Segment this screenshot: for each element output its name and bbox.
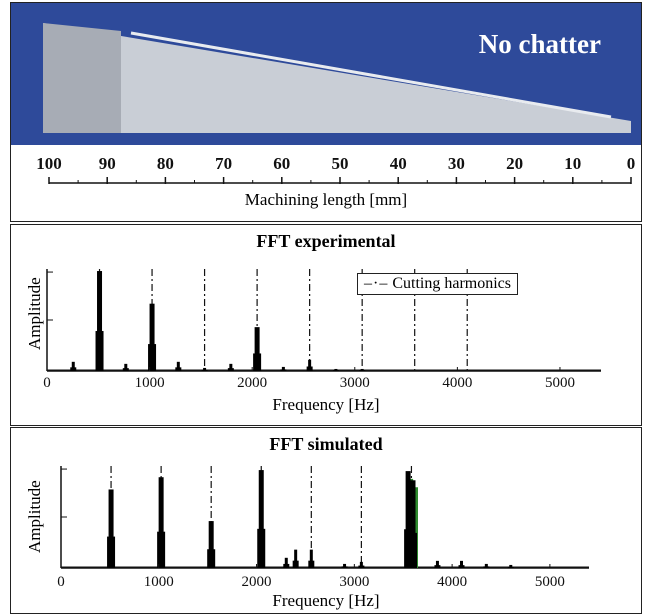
spectrum-peak-base — [122, 368, 129, 371]
spectrum-peak — [229, 363, 233, 371]
fft-simulated-chart: 0 1000 2000 3000 4000 5000 — [57, 466, 589, 590]
spectrum-peak-base — [358, 565, 365, 568]
ruler-tick-label: 50 — [332, 154, 349, 173]
ruler-tick-label: 20 — [506, 154, 523, 173]
spectrum-peak-base — [306, 366, 313, 371]
spectrum-peak — [258, 470, 264, 568]
spectrum-peak-base — [434, 565, 441, 568]
ruler-tick-label: 10 — [564, 154, 581, 173]
legend: –·– Cutting harmonics — [357, 273, 518, 295]
spectrum-peak — [484, 563, 488, 568]
spectrum-peak-base — [332, 370, 339, 371]
x-tick-label: 2000 — [237, 375, 267, 391]
ruler: 100 90 80 70 60 50 40 30 20 10 0 — [36, 154, 635, 184]
spectrum-peak-base — [280, 369, 287, 371]
x-tick-label: 3000 — [340, 375, 370, 391]
fft-experimental-title: FFT experimental — [256, 231, 396, 251]
ruler-tick-label: 30 — [448, 154, 465, 173]
x-tick-label: 5000 — [535, 574, 565, 590]
x-tick-label: 0 — [57, 574, 65, 590]
spectrum-peak-base — [257, 528, 266, 568]
spectrum-peak — [97, 271, 103, 371]
legend-dashdot-icon: –·– — [364, 275, 389, 292]
fft-simulated-panel: FFT simulated 0 1000 2000 3000 4000 5000 Ampl… — [10, 427, 642, 614]
x-tick-label: 4000 — [442, 375, 472, 391]
x-tick-label: 1000 — [144, 574, 174, 590]
spectrum-peak-base — [95, 331, 104, 371]
fft-experimental-chart: 0 1000 2000 3000 4000 5000 — [43, 269, 601, 391]
spectrum-peak — [108, 489, 114, 568]
spectrum-peak-base — [207, 549, 216, 568]
ruler-tick-label: 100 — [36, 154, 62, 173]
spectrum-peak-base — [409, 532, 417, 568]
workpiece — [43, 23, 631, 133]
spectrum-peak-base — [341, 566, 348, 568]
spectrum-peak-base — [107, 536, 116, 568]
photo-svg: 100 90 80 70 60 50 40 30 20 10 0 — [11, 3, 641, 221]
spectrum-peak-base — [404, 529, 413, 568]
spectrum-peak-base — [201, 369, 208, 371]
workpiece-highlight — [130, 31, 612, 119]
ruler-tick-label: 0 — [627, 154, 636, 173]
x-tick-label: 1000 — [135, 375, 165, 391]
spectrum-peak — [435, 560, 439, 568]
spectrum-peak-base — [148, 344, 157, 371]
spectrum-peak-base — [292, 560, 299, 568]
spectrum-peak — [254, 327, 260, 371]
spectrum-peak — [284, 557, 288, 568]
spectrum-peak-base — [308, 560, 315, 568]
ruler-tick-label: 90 — [99, 154, 116, 173]
spectrum-peak — [149, 303, 155, 371]
no-chatter-label: No chatter — [478, 29, 601, 59]
spectrum-peak-base — [227, 368, 234, 371]
spectrum-peak — [308, 359, 312, 371]
spectrum-peak-base — [283, 563, 290, 568]
spectrum-peak — [359, 561, 363, 568]
spectrum-peak — [208, 521, 214, 568]
spectrum-peak — [158, 477, 164, 568]
spectrum-peak — [71, 361, 75, 371]
ruler-tick-label: 70 — [215, 154, 232, 173]
spectrum-peak — [410, 480, 416, 568]
ruler-tick-label: 80 — [157, 154, 174, 173]
spectrum-peak-base — [157, 531, 166, 568]
spectrum-peak — [459, 560, 463, 568]
spectrum-peak — [309, 549, 313, 568]
fft-simulated-ylabel: Amplitude — [25, 480, 44, 553]
ruler-tick-label: 40 — [390, 154, 407, 173]
spectrum-peak-base — [70, 367, 77, 371]
fft-experimental-panel: FFT experimental 0 1000 2000 3000 4000 5000 A… — [10, 224, 642, 426]
fft-simulated-xlabel: Frequency [Hz] — [272, 591, 380, 610]
fft-experimental-xlabel: Frequency [Hz] — [272, 395, 380, 414]
spectrum-peak-base — [175, 367, 182, 371]
spectrum-peak — [405, 471, 411, 568]
spectrum-peak — [281, 366, 285, 371]
x-tick-label: 3000 — [339, 574, 369, 590]
ruler-label: Machining length [mm] — [244, 190, 408, 209]
workpiece-shoulder — [43, 23, 121, 133]
spectrum-peak — [176, 361, 180, 371]
spectrum-peak — [124, 363, 128, 371]
spectrum-peak — [334, 368, 338, 371]
photo-panel: 100 90 80 70 60 50 40 30 20 10 0 No chatter Machin… — [10, 2, 642, 222]
x-tick-label: 4000 — [437, 574, 467, 590]
spectrum-peak — [203, 367, 207, 371]
fft-simulated-title: FFT simulated — [269, 434, 383, 454]
spectrum-peak-base — [253, 353, 262, 371]
spectrum-peak-base — [359, 370, 366, 371]
x-tick-label: 5000 — [545, 375, 575, 391]
spectrum-peak — [509, 564, 513, 568]
legend-entry: Cutting harmonics — [392, 275, 511, 292]
spectrum-peak-base — [458, 565, 465, 568]
spectrum-peak — [294, 549, 298, 568]
spectrum-peak — [343, 563, 347, 568]
fft-experimental-ylabel: Amplitude — [25, 277, 44, 350]
spectrum-peak-base — [507, 566, 514, 568]
ruler-tick-label: 60 — [273, 154, 290, 173]
x-tick-label: 2000 — [242, 574, 272, 590]
spectrum-peak-base — [483, 566, 490, 568]
spectrum-peak — [360, 368, 364, 371]
x-tick-label: 0 — [43, 375, 51, 391]
